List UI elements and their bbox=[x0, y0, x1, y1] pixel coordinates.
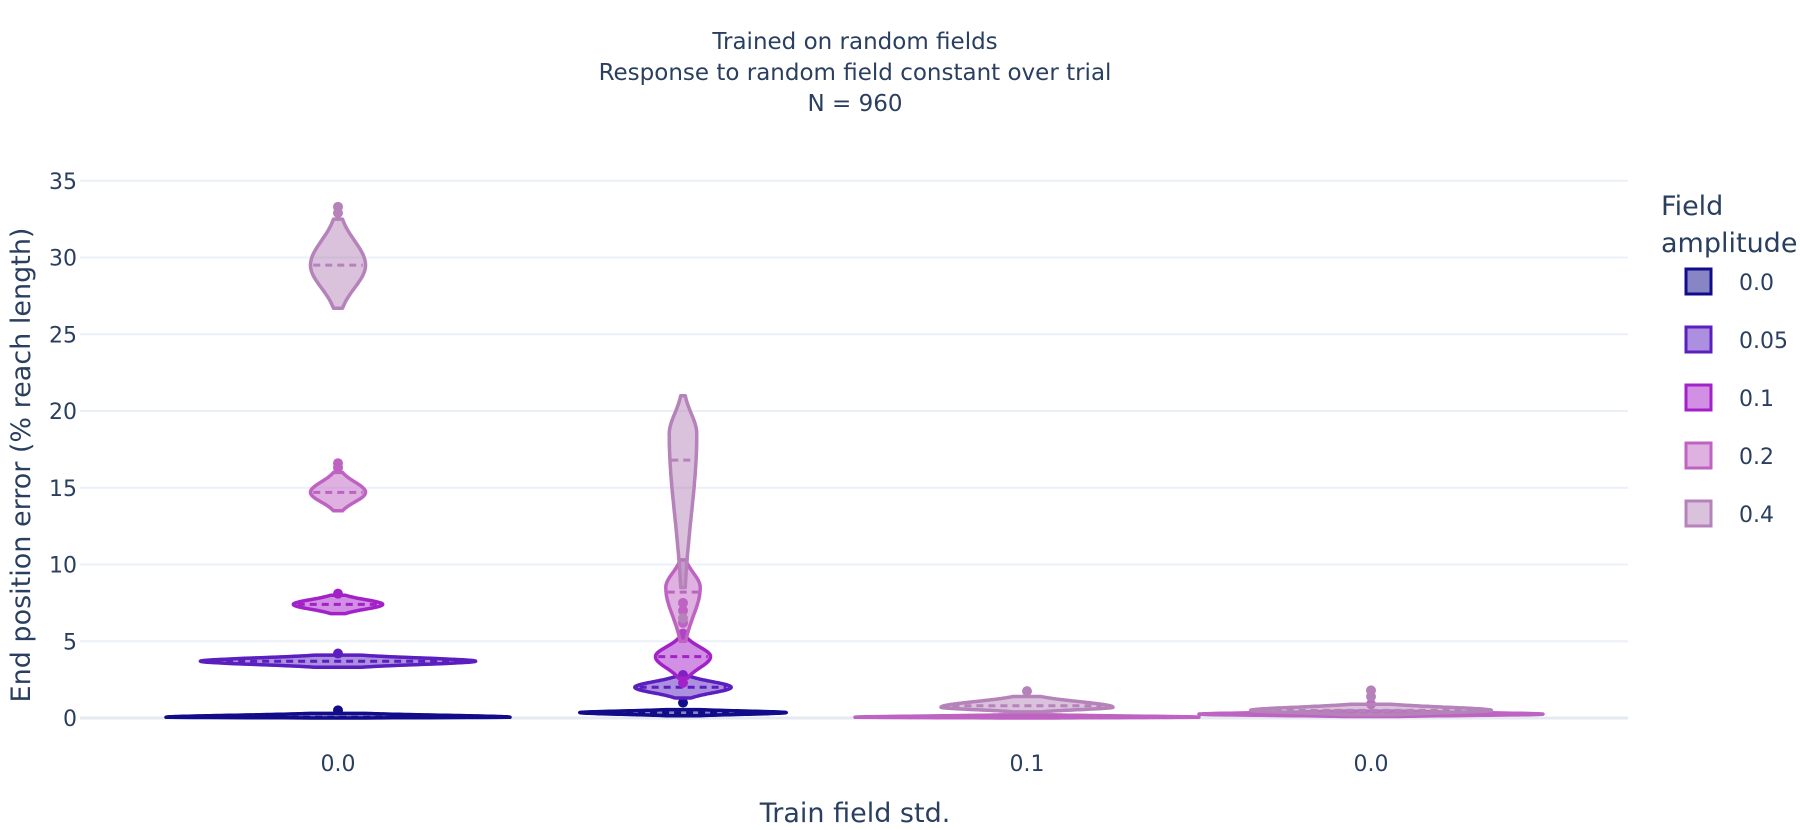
legend-label: 0.2 bbox=[1739, 445, 1774, 470]
y-tick-label: 25 bbox=[49, 323, 77, 348]
chart-title-line-3: N = 960 bbox=[808, 91, 903, 117]
y-tick-label: 10 bbox=[49, 554, 77, 579]
legend-item[interactable]: 0.0 bbox=[1684, 267, 1774, 296]
x-tick-label: 0.0 bbox=[1354, 752, 1389, 777]
y-tick-label: 30 bbox=[49, 247, 77, 272]
plot-area bbox=[164, 201, 1545, 720]
x-tick-label: 0.1 bbox=[1010, 752, 1045, 777]
x-axis-title: Train field std. bbox=[759, 798, 951, 829]
legend-swatch bbox=[1684, 383, 1713, 412]
legend-item[interactable]: 0.2 bbox=[1684, 441, 1774, 470]
violin-outlier-point[interactable] bbox=[678, 677, 688, 688]
y-axis-ticks: 0 5 10 15 20 25 30 35 bbox=[49, 170, 77, 732]
y-tick-label: 15 bbox=[49, 477, 77, 502]
legend-title-line-2: amplitude bbox=[1661, 228, 1797, 259]
legend-item[interactable]: 0.4 bbox=[1684, 499, 1774, 528]
y-tick-label: 35 bbox=[49, 170, 77, 195]
violin-outlier-point[interactable] bbox=[678, 613, 688, 624]
violin-outlier-point[interactable] bbox=[333, 458, 343, 469]
violin-outlier-point[interactable] bbox=[1366, 685, 1376, 696]
legend-label: 0.4 bbox=[1739, 503, 1774, 528]
legend-title-line-1: Field bbox=[1661, 191, 1723, 222]
violin-outlier-point[interactable] bbox=[678, 605, 688, 616]
violin-outlier-point[interactable] bbox=[1022, 686, 1032, 697]
violin-shape[interactable] bbox=[667, 393, 699, 590]
violin-shape[interactable] bbox=[308, 217, 368, 310]
violin-outlier-point[interactable] bbox=[333, 201, 343, 212]
chart-title-line-1: Trained on random fields bbox=[711, 29, 997, 55]
legend[interactable]: Field amplitude 0.0 0.05 0.1 0.2 0.4 bbox=[1661, 191, 1797, 528]
legend-item[interactable]: 0.1 bbox=[1684, 383, 1774, 412]
violin-shape[interactable] bbox=[853, 713, 1201, 720]
violin-outlier-point[interactable] bbox=[333, 705, 343, 716]
violin-outlier-point[interactable] bbox=[678, 597, 688, 608]
violin-outlier-point[interactable] bbox=[678, 697, 688, 708]
legend-item[interactable]: 0.05 bbox=[1684, 325, 1788, 354]
y-tick-label: 0 bbox=[63, 707, 77, 732]
y-tick-label: 5 bbox=[63, 630, 77, 655]
violin-outlier-point[interactable] bbox=[333, 588, 343, 599]
x-axis-ticks: 0.0 0.1 0.0 bbox=[321, 752, 1389, 777]
legend-label: 0.05 bbox=[1739, 329, 1788, 354]
legend-label: 0.1 bbox=[1739, 387, 1774, 412]
legend-label: 0.0 bbox=[1739, 271, 1774, 296]
legend-swatch bbox=[1684, 499, 1713, 528]
legend-swatch bbox=[1684, 325, 1713, 354]
legend-swatch bbox=[1684, 267, 1713, 296]
y-axis-title: End position error (% reach length) bbox=[6, 228, 37, 703]
violin-shape[interactable] bbox=[578, 707, 788, 718]
y-tick-label: 20 bbox=[49, 400, 77, 425]
violin-shape[interactable] bbox=[939, 694, 1115, 714]
chart-title-line-2: Response to random field constant over t… bbox=[599, 60, 1112, 86]
legend-swatch bbox=[1684, 441, 1713, 470]
x-tick-label: 0.0 bbox=[321, 752, 356, 777]
violin-outlier-point[interactable] bbox=[333, 648, 343, 659]
violin-shape[interactable] bbox=[653, 636, 713, 680]
